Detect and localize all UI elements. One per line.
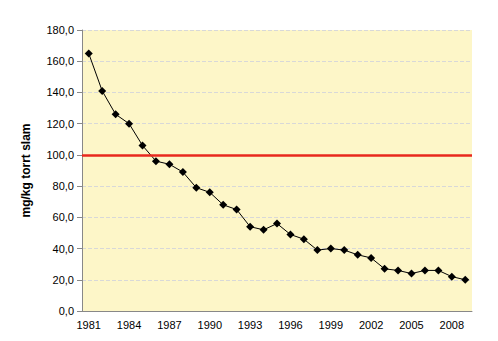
- svg-text:2005: 2005: [399, 319, 423, 331]
- svg-text:1984: 1984: [117, 319, 141, 331]
- svg-text:120,0: 120,0: [46, 118, 74, 130]
- svg-text:1996: 1996: [278, 319, 302, 331]
- svg-text:mg/kg torrt slam: mg/kg torrt slam: [19, 123, 33, 217]
- svg-text:20,0: 20,0: [53, 274, 74, 286]
- svg-text:0,0: 0,0: [59, 305, 74, 317]
- svg-text:80,0: 80,0: [53, 180, 74, 192]
- svg-text:40,0: 40,0: [53, 243, 74, 255]
- svg-text:1987: 1987: [157, 319, 181, 331]
- svg-text:140,0: 140,0: [46, 86, 74, 98]
- svg-text:1993: 1993: [238, 319, 262, 331]
- svg-text:2008: 2008: [440, 319, 464, 331]
- svg-text:180,0: 180,0: [46, 24, 74, 36]
- svg-text:60,0: 60,0: [53, 211, 74, 223]
- svg-text:100,0: 100,0: [46, 149, 74, 161]
- svg-text:2002: 2002: [359, 319, 383, 331]
- svg-text:1999: 1999: [319, 319, 343, 331]
- svg-text:1981: 1981: [76, 319, 100, 331]
- svg-text:1990: 1990: [198, 319, 222, 331]
- svg-text:160,0: 160,0: [46, 55, 74, 67]
